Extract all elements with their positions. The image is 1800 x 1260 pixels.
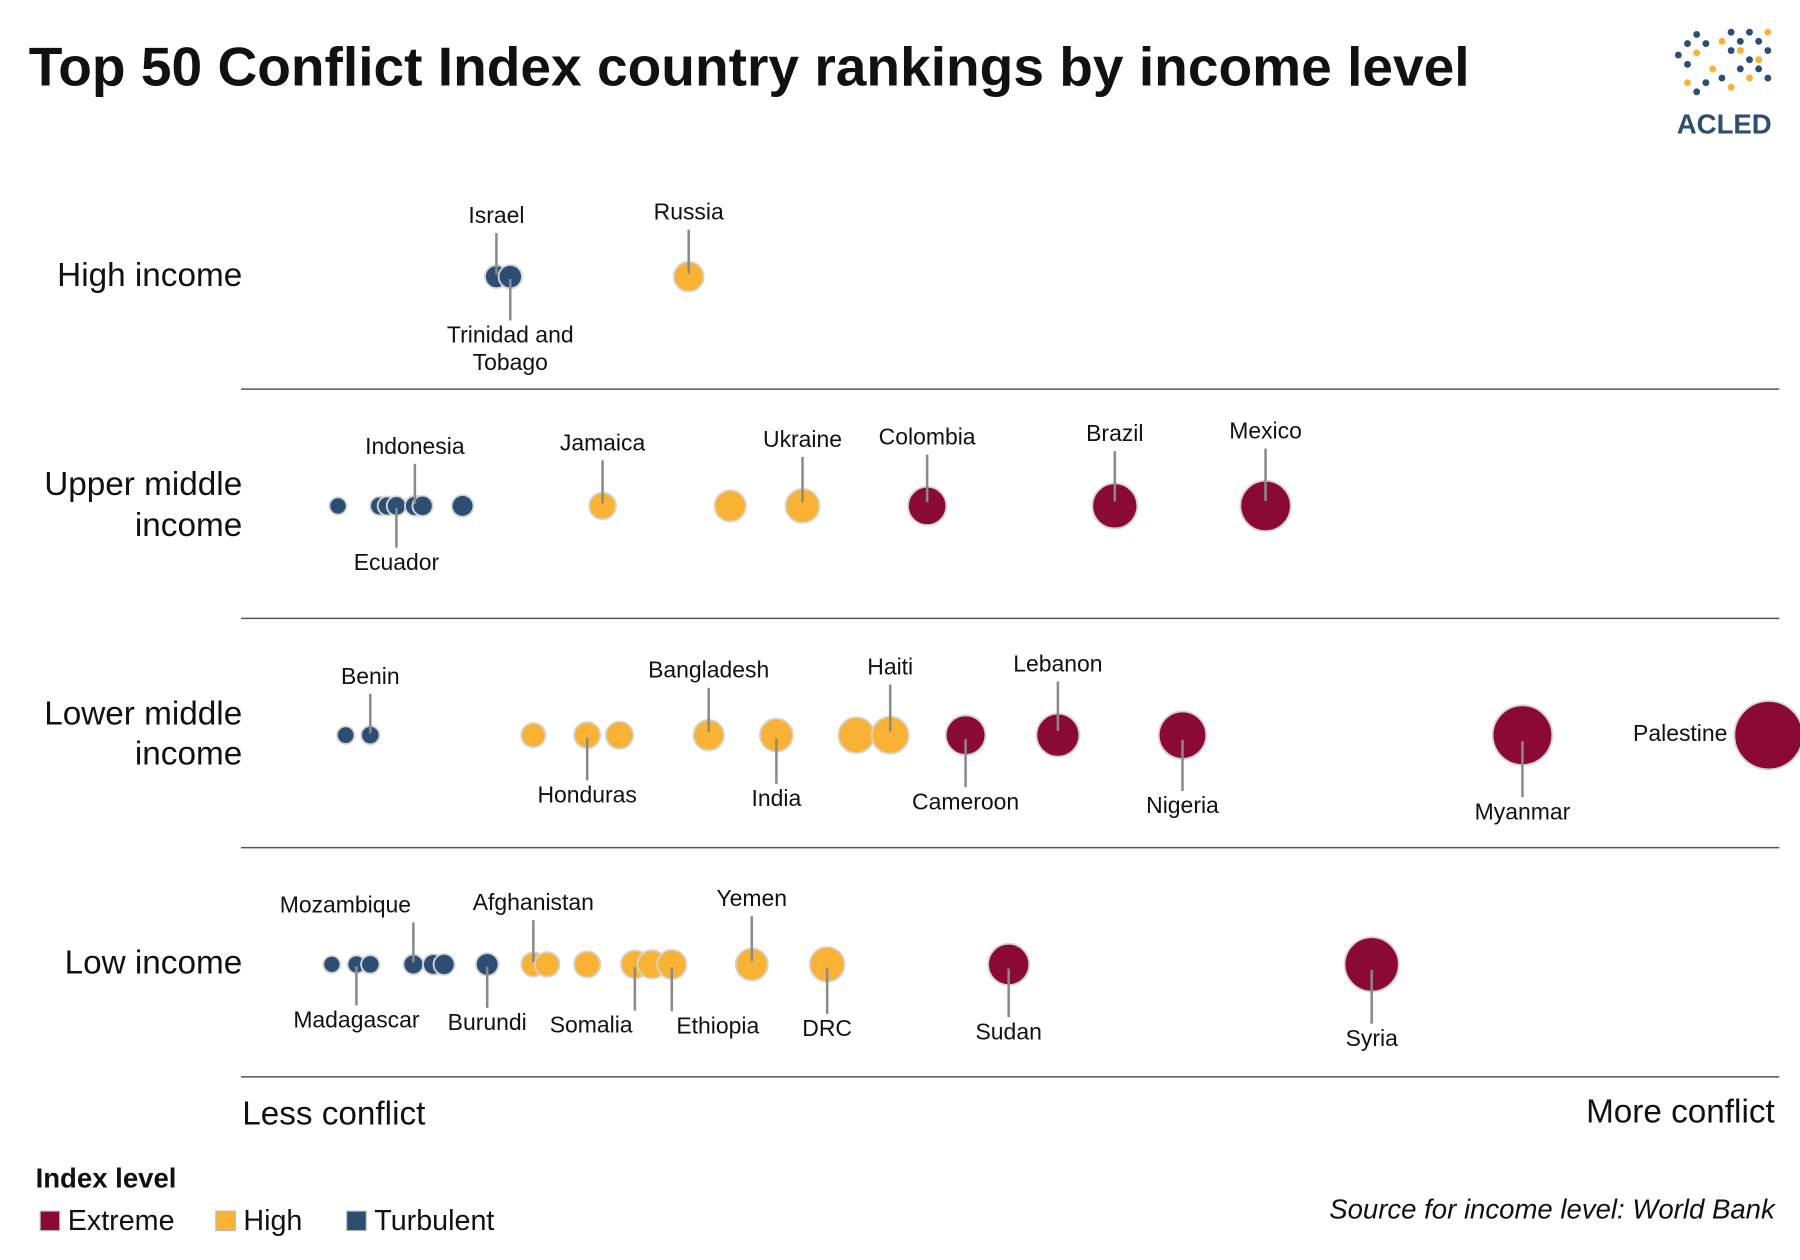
logo (1674, 28, 1772, 96)
row-label-box: Upper middle income (44, 466, 243, 544)
point-label: Lebanon (1013, 650, 1102, 676)
point-label: Russia (654, 199, 724, 225)
point (411, 494, 434, 517)
row-label: Low income (64, 945, 243, 982)
legend-label: Extreme (68, 1205, 175, 1237)
point (533, 951, 561, 978)
point-label: Jamaica (560, 429, 646, 455)
row-label-box: High income (57, 257, 243, 295)
legend-swatch (215, 1210, 236, 1232)
legend-title: Index level (36, 1162, 177, 1193)
point-label: Benin (341, 663, 400, 689)
point-label: Ukraine (763, 426, 842, 452)
point-label: Mexico (1229, 418, 1302, 444)
point-label: Cameroon (912, 788, 1019, 814)
row-label: Lower middle income (44, 695, 243, 774)
labels: Colombia Brazil Mexico Cameroon Lebanon Niger… (280, 199, 1728, 1051)
point (573, 950, 602, 979)
point (520, 722, 547, 749)
legend-label: Turbulent (374, 1205, 494, 1237)
point (432, 952, 456, 976)
legend-swatch (346, 1210, 367, 1232)
point-label: Israel (468, 202, 524, 228)
point-label: Syria (1346, 1025, 1399, 1051)
point (837, 716, 876, 754)
logo-text: ACLED (1677, 109, 1772, 140)
point (360, 954, 381, 975)
point-label: Sudan (976, 1018, 1042, 1044)
x-label-left: Less conflict (242, 1096, 425, 1133)
point-label: Brazil (1086, 420, 1143, 446)
chart-title: Top 50 Conflict Index country rankings b… (29, 36, 1470, 98)
point-label: Ethiopia (676, 1012, 759, 1038)
point-label: India (752, 785, 802, 811)
point-label: Mozambique (280, 891, 411, 917)
point-label: DRC (802, 1015, 852, 1041)
point (604, 720, 635, 750)
point-label: Yemen (716, 885, 787, 911)
legend-label: High (243, 1205, 302, 1237)
row-label-box: Lower middle income (44, 695, 243, 774)
point-label: Trinidad and Tobago (447, 322, 574, 376)
row-label: High income (57, 257, 243, 295)
point-label: Colombia (879, 424, 976, 450)
point-label: Haiti (867, 653, 913, 679)
point-label: Honduras (537, 782, 636, 808)
point-label: Afghanistan (473, 889, 594, 915)
row-label: Upper middle income (44, 466, 243, 544)
point-label: Burundi (448, 1009, 527, 1035)
point (1733, 699, 1800, 771)
point-label: Indonesia (365, 433, 465, 459)
point (335, 725, 356, 745)
point-label: Ecuador (354, 549, 440, 575)
point-label: Madagascar (293, 1007, 420, 1033)
point (450, 494, 475, 518)
point (713, 489, 747, 523)
row-label-box: Low income (64, 945, 243, 982)
legend-swatch (39, 1210, 61, 1232)
point-label: Somalia (550, 1012, 633, 1038)
x-label-right: More conflict (1586, 1093, 1775, 1130)
source-note: Source for income level: World Bank (1329, 1193, 1776, 1224)
point (322, 954, 342, 974)
point-label: Palestine (1633, 720, 1727, 746)
point-label: Bangladesh (648, 657, 769, 683)
point (328, 496, 348, 516)
point-label: Myanmar (1475, 798, 1571, 824)
point-label: Nigeria (1146, 792, 1219, 818)
